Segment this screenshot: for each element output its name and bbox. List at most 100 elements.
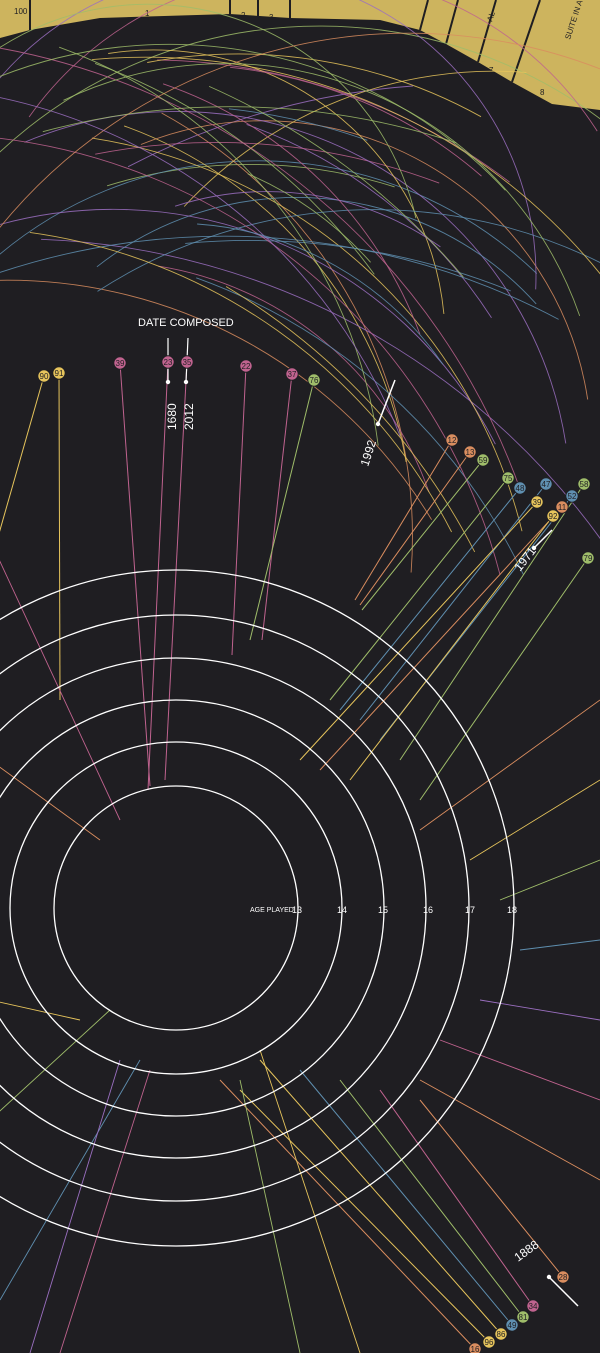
node-circle bbox=[530, 495, 544, 509]
composition-arc bbox=[92, 56, 600, 275]
composition-node: 86 bbox=[494, 1327, 508, 1341]
radial-spoke bbox=[0, 1001, 81, 1021]
composition-node: 12 bbox=[445, 433, 459, 447]
radial-spoke bbox=[0, 1009, 111, 1112]
radial-spoke bbox=[59, 1069, 151, 1353]
node-spoke bbox=[147, 361, 169, 791]
node-number: 11 bbox=[558, 503, 567, 512]
composition-node: 92 bbox=[546, 509, 560, 523]
node-number: 58 bbox=[580, 480, 589, 489]
composition-arc bbox=[228, 108, 368, 141]
node-spoke bbox=[419, 557, 589, 801]
band-number: 2 bbox=[241, 11, 246, 20]
age-ring bbox=[0, 614, 470, 1202]
radial-spoke bbox=[519, 939, 600, 951]
composition-arc bbox=[0, 25, 600, 153]
radial-spoke bbox=[0, 1059, 141, 1301]
composition-node: 75 bbox=[501, 471, 515, 485]
node-number: 22 bbox=[242, 362, 251, 371]
node-number: 37 bbox=[288, 370, 297, 379]
node-spoke bbox=[329, 477, 509, 701]
composition-node: 96 bbox=[482, 1335, 496, 1349]
node-circle bbox=[445, 433, 459, 447]
node-circle bbox=[307, 373, 321, 387]
node-circle bbox=[37, 369, 51, 383]
date-composed-label: DATE COMPOSED bbox=[138, 317, 234, 329]
radial-spoke bbox=[469, 779, 600, 861]
node-circle bbox=[539, 477, 553, 491]
composition-node: 47 bbox=[539, 477, 553, 491]
composition-arc bbox=[123, 125, 407, 462]
node-number: 90 bbox=[40, 372, 49, 381]
node-spoke bbox=[349, 515, 554, 781]
node-number: 75 bbox=[504, 474, 513, 483]
composition-arc bbox=[208, 85, 464, 278]
band-number: 7 bbox=[489, 66, 494, 75]
node-circle bbox=[581, 551, 595, 565]
composition-arc bbox=[0, 47, 522, 493]
node-spoke bbox=[0, 375, 45, 532]
composition-arc bbox=[197, 223, 444, 365]
band-rotated-label: AL bbox=[485, 10, 497, 23]
node-spoke bbox=[339, 487, 521, 711]
node-number: 49 bbox=[508, 1321, 517, 1330]
node-circle bbox=[501, 471, 515, 485]
composition-node: 76 bbox=[307, 373, 321, 387]
year-marker-line bbox=[377, 379, 396, 425]
node-number: 34 bbox=[529, 1302, 538, 1311]
node-spoke bbox=[249, 379, 315, 641]
composition-arc bbox=[96, 197, 537, 305]
composition-arc bbox=[41, 238, 600, 540]
composition-arc bbox=[127, 85, 413, 168]
node-number: 39 bbox=[116, 359, 125, 368]
node-number: 86 bbox=[497, 1330, 506, 1339]
band-divider bbox=[511, 0, 541, 83]
node-spoke bbox=[231, 365, 247, 656]
node-number: 81 bbox=[519, 1313, 528, 1322]
node-number: 91 bbox=[55, 369, 64, 378]
composition-arc bbox=[0, 279, 432, 520]
year-marker-line bbox=[533, 529, 553, 549]
composition-node: 49 bbox=[505, 1318, 519, 1332]
composition-node: 11 bbox=[555, 500, 569, 514]
top-band: 100 1 2 3 4 5 6 7 8 AL SUITE IN A MI bbox=[0, 0, 600, 110]
node-circle bbox=[463, 445, 477, 459]
band-number: 3 bbox=[269, 13, 274, 22]
composition-node: 48 bbox=[513, 481, 527, 495]
composition-arc bbox=[161, 112, 413, 573]
node-spoke bbox=[339, 1079, 524, 1318]
age-ring bbox=[0, 569, 515, 1247]
radial-spoke bbox=[0, 560, 121, 821]
node-number: 13 bbox=[466, 448, 475, 457]
node-spoke bbox=[379, 1089, 534, 1307]
node-circle bbox=[180, 355, 194, 369]
age-ring bbox=[0, 699, 385, 1117]
node-circle bbox=[52, 366, 66, 380]
composition-node: 28 bbox=[556, 1270, 570, 1284]
radial-spoke bbox=[499, 859, 600, 901]
band-number: 100 bbox=[14, 7, 28, 16]
age-ring bbox=[0, 657, 427, 1159]
band-number: 8 bbox=[540, 88, 545, 97]
composition-node: 91 bbox=[52, 366, 66, 380]
node-circle bbox=[161, 355, 175, 369]
band-number: 5 bbox=[436, 45, 441, 54]
band-number: 1 bbox=[145, 9, 150, 18]
composition-arc bbox=[0, 0, 537, 290]
age-ring bbox=[9, 741, 343, 1075]
node-spoke bbox=[259, 1059, 502, 1335]
node-spoke bbox=[359, 483, 547, 721]
node-number: 96 bbox=[485, 1338, 494, 1347]
composition-arc bbox=[108, 49, 445, 314]
year-marker-dot bbox=[531, 545, 537, 551]
year-marker-dot bbox=[375, 421, 381, 427]
composition-arc bbox=[106, 163, 395, 188]
node-spoke bbox=[399, 483, 585, 761]
composition-arc bbox=[0, 137, 501, 576]
band-divider bbox=[477, 0, 497, 63]
node-spoke bbox=[119, 362, 151, 787]
band-divider bbox=[445, 0, 459, 45]
composition-arc bbox=[162, 83, 421, 335]
node-number: 52 bbox=[568, 492, 577, 501]
node-spoke bbox=[299, 501, 538, 761]
